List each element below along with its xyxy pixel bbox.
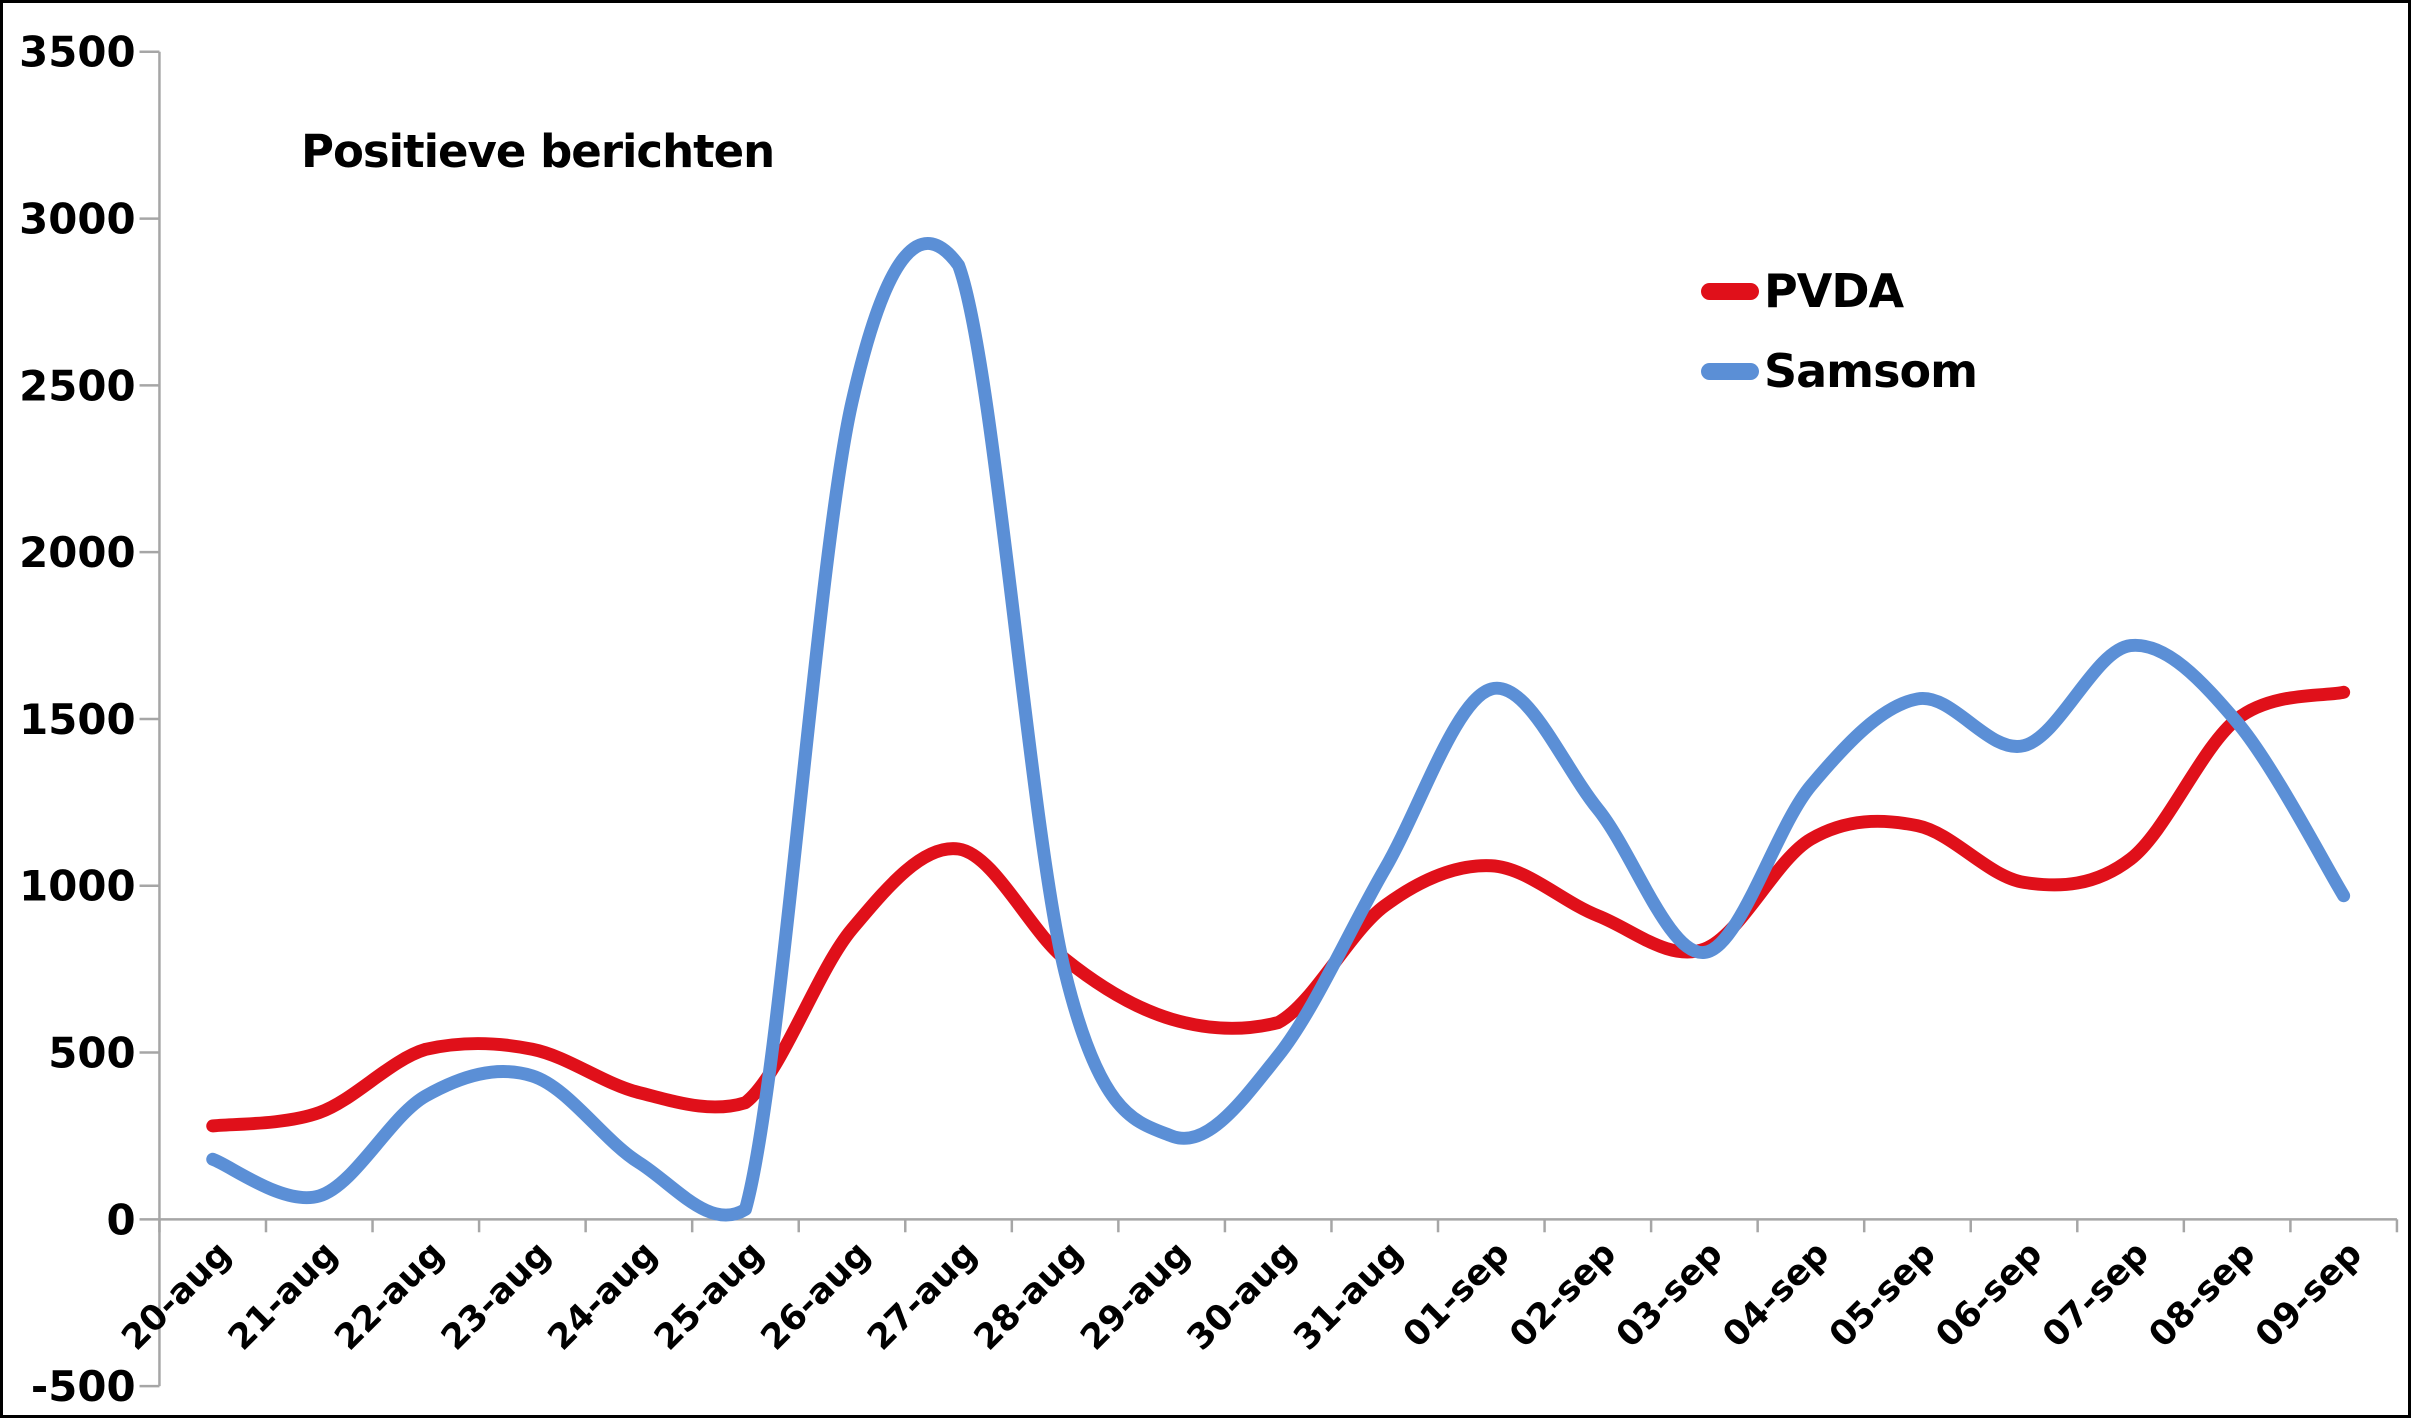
y-tick-label: 0 <box>106 1195 135 1244</box>
x-tick-label: 06-sep <box>1928 1234 2050 1356</box>
legend: PVDA Samsom <box>1701 264 1978 425</box>
x-tick-label: 26-aug <box>754 1234 879 1359</box>
legend-item-samsom: Samsom <box>1701 344 1978 398</box>
pvda-line <box>206 685 2351 1133</box>
y-tick-label: 1000 <box>19 862 135 911</box>
x-tick-label: 04-sep <box>1715 1234 1837 1356</box>
x-tick-label: 07-sep <box>2035 1234 2157 1356</box>
x-tick-label: 31-aug <box>1286 1234 1411 1359</box>
x-tick-label: 03-sep <box>1609 1234 1731 1356</box>
samsom-line <box>206 237 2351 1222</box>
x-tick-label: 20-aug <box>114 1234 239 1359</box>
legend-item-pvda: PVDA <box>1701 264 1977 318</box>
y-tick-label: 3000 <box>19 195 135 244</box>
x-tick-label: 02-sep <box>1502 1234 1624 1356</box>
x-tick-label: 30-aug <box>1180 1234 1305 1359</box>
y-tick-label: 2000 <box>19 528 135 577</box>
samsom-legend-label: Samsom <box>1764 344 1978 398</box>
x-tick-label: 27-aug <box>860 1234 985 1359</box>
pvda-legend-label: PVDA <box>1764 264 1904 318</box>
y-tick-label: 1500 <box>19 695 135 744</box>
chart-title: Positieve berichten <box>301 125 775 178</box>
x-tick-label: 05-sep <box>1822 1234 1944 1356</box>
y-tick-label: 500 <box>48 1028 135 1077</box>
x-tick-label: 08-sep <box>2142 1234 2264 1356</box>
samsom-line-swatch <box>1701 362 1759 380</box>
chart-plot-area: -500 0 500 1000 1500 2000 2500 3000 3500 20-aug21… <box>19 28 2399 1411</box>
y-tick-label: -500 <box>31 1362 136 1411</box>
x-tick-label: 22-aug <box>327 1234 452 1359</box>
x-tick-label: 24-aug <box>541 1234 666 1359</box>
x-tick-label: 21-aug <box>221 1234 346 1359</box>
x-tick-label: 29-aug <box>1073 1234 1198 1359</box>
x-tick-label: 25-aug <box>647 1234 772 1359</box>
y-tick-label: 3500 <box>19 28 135 77</box>
x-tick-label: 23-aug <box>434 1234 559 1359</box>
x-tick-label: 28-aug <box>967 1234 1092 1359</box>
x-tick-label: 01-sep <box>1396 1234 1518 1356</box>
y-tick-label: 2500 <box>19 361 135 410</box>
pvda-line-swatch <box>1701 282 1759 300</box>
x-tick-label: 09-sep <box>2248 1234 2370 1356</box>
